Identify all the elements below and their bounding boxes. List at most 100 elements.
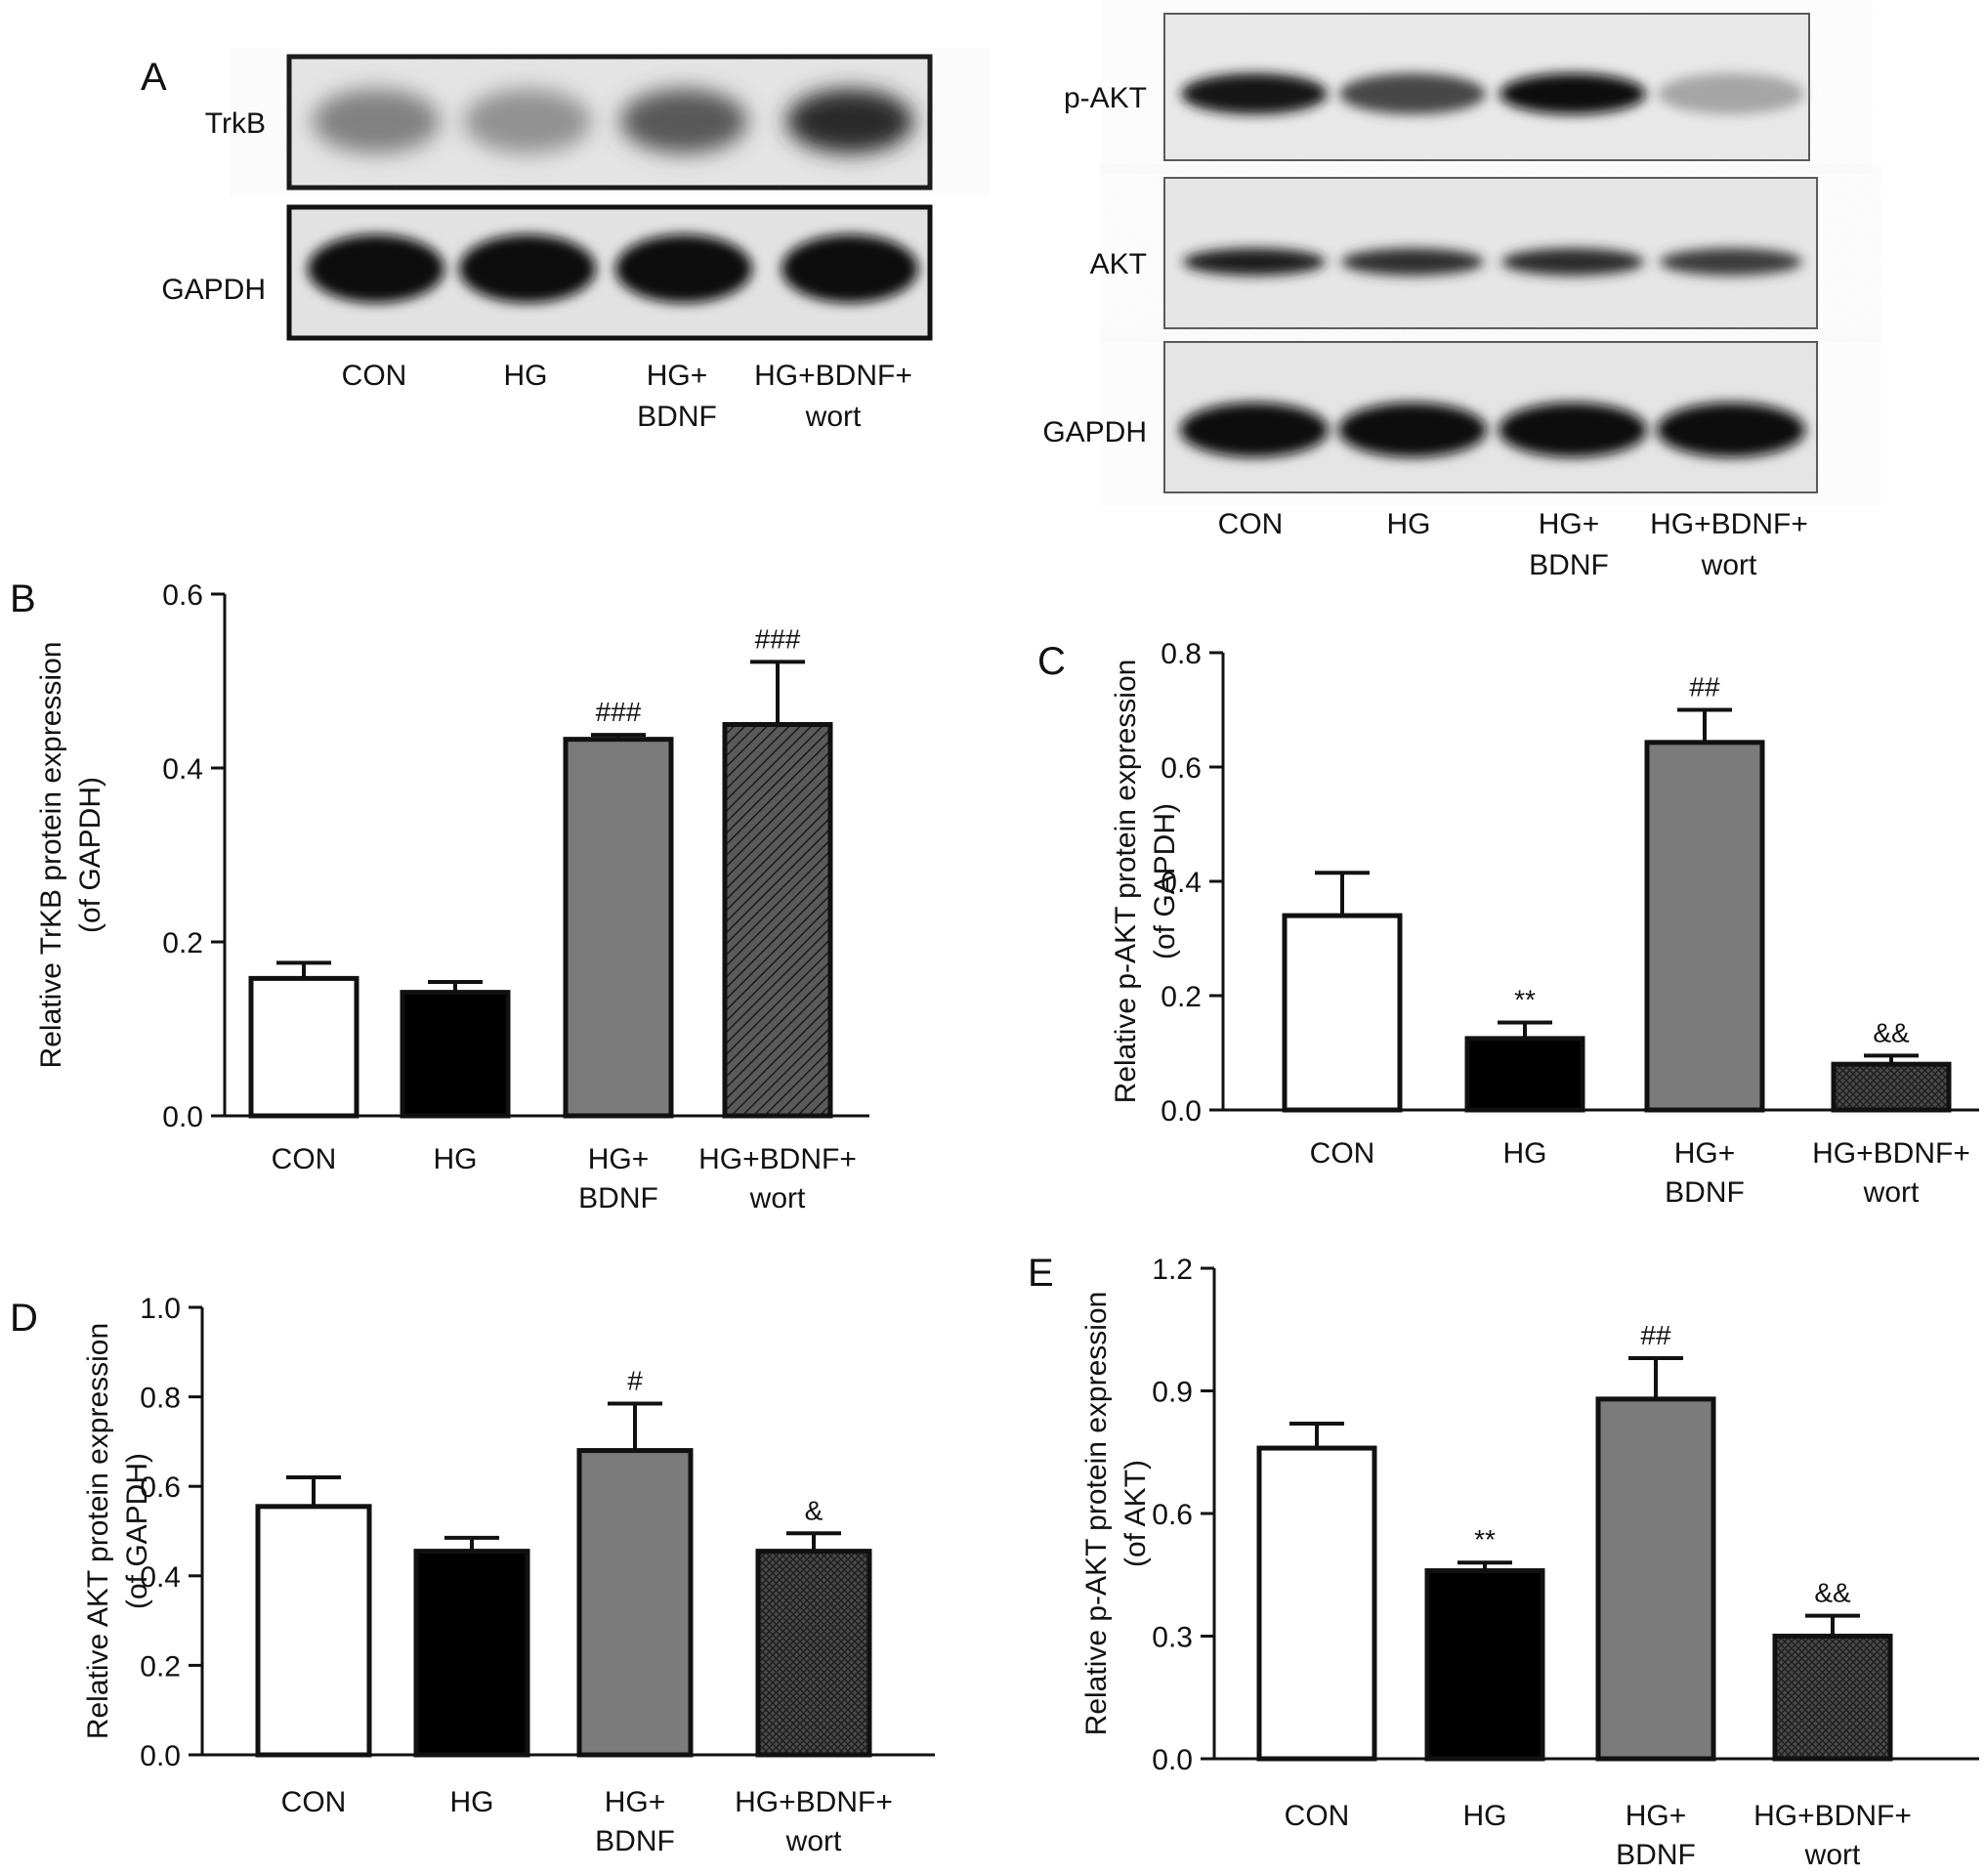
- chart-panel-c: 0.0 0.2 0.4 0.6 0.8 Relative p-AKT protein ex…: [1110, 638, 1979, 1209]
- chart-panel-d: 0.0 0.2 0.4 0.6 0.8 1.0 Relative AKT protein e…: [82, 1293, 935, 1857]
- blot-row-label-pakt: p-AKT: [1064, 82, 1147, 114]
- panel-label-b: B: [10, 577, 36, 620]
- blot-band: [1499, 73, 1646, 114]
- bar-con: [1282, 913, 1403, 1113]
- blot-band: [308, 234, 444, 303]
- bar-hg: [400, 990, 511, 1119]
- significance-annotation: ###: [755, 623, 801, 654]
- category-label: HG+BDNF+: [1753, 1800, 1912, 1832]
- category-label: HG: [1503, 1137, 1547, 1170]
- blot-row-label-trkb: TrkB: [205, 107, 266, 140]
- significance-annotation: **: [1474, 1524, 1496, 1555]
- band-row-akt: [1183, 248, 1802, 276]
- category-label: HG+: [1539, 508, 1600, 540]
- panel-label-e: E: [1028, 1252, 1054, 1295]
- blot-band: [1660, 248, 1802, 276]
- y-tick-label: 1.2: [1152, 1254, 1193, 1286]
- category-label: HG+: [1626, 1800, 1687, 1832]
- blot-band: [1657, 403, 1805, 457]
- y-tick-label: 0.9: [1152, 1377, 1193, 1409]
- y-axis-label: (of GAPDH): [74, 777, 106, 933]
- chart-panel-e: 0.0 0.3 0.6 0.9 1.2 Relative p-AKT protein ex…: [1080, 1254, 1979, 1871]
- category-label: HG: [450, 1786, 494, 1818]
- significance-annotation: ##: [1640, 1320, 1671, 1350]
- y-tick-label: 0.2: [140, 1650, 181, 1683]
- category-label: wort: [805, 401, 862, 433]
- bar-hg-bdnf: [576, 1448, 694, 1758]
- category-label: HG+: [1674, 1137, 1736, 1170]
- significance-annotation: &: [805, 1495, 824, 1525]
- y-tick-label: 0.3: [1152, 1622, 1193, 1654]
- blot-row-label-gapdh-right: GAPDH: [1042, 416, 1147, 448]
- y-tick-label: 0.0: [1152, 1744, 1193, 1776]
- blot-band: [786, 89, 913, 153]
- y-axis-label: Relative p-AKT protein expression: [1080, 1292, 1113, 1736]
- blot-band: [459, 234, 596, 303]
- bar-hg-bdnf-wort: [1831, 1061, 1952, 1113]
- y-tick-label: 0.6: [1161, 752, 1202, 785]
- y-axis-label: Relative AKT protein expression: [82, 1323, 114, 1739]
- category-label: BDNF: [578, 1182, 658, 1215]
- bar-hg-bdnf: [563, 737, 674, 1119]
- blot-band: [1341, 248, 1484, 276]
- bar-hg: [1424, 1568, 1545, 1762]
- y-tick-label: 0.6: [162, 579, 203, 612]
- category-label: BDNF: [595, 1825, 675, 1857]
- category-label: HG+: [588, 1143, 650, 1175]
- bar-con: [255, 1504, 372, 1758]
- y-tick-label: 0.4: [162, 753, 203, 786]
- blot-row-label-gapdh-left: GAPDH: [161, 274, 266, 306]
- category-label: HG+: [605, 1786, 666, 1818]
- y-tick-label: 0.0: [140, 1740, 181, 1772]
- category-label: HG+BDNF+: [735, 1786, 893, 1818]
- y-axis-label: (of AKT): [1119, 1460, 1152, 1567]
- category-label: HG+BDNF+: [754, 360, 912, 392]
- significance-annotation: #: [627, 1365, 643, 1395]
- bar-hg-bdnf-wort: [1772, 1634, 1893, 1762]
- significance-annotation: &&: [1873, 1017, 1910, 1047]
- blot-akt: p-AKT AKT GAPDH CON HG HG+ BDNF HG+BDNF+ wort: [1042, 13, 1818, 581]
- blot-trkb: TrkB GAPDH CON HG HG+ BDNF HG+BDNF+ wort: [161, 54, 933, 433]
- category-label: wort: [749, 1182, 806, 1215]
- bar-hg: [1464, 1036, 1585, 1113]
- category-label: HG: [1463, 1800, 1507, 1832]
- category-label: CON: [342, 360, 407, 392]
- category-label: CON: [1310, 1137, 1375, 1170]
- band-row-gapdh-left: [308, 234, 918, 303]
- panel-label-d: D: [10, 1297, 38, 1340]
- y-tick-label: 0.8: [140, 1383, 181, 1415]
- bar-hg: [413, 1549, 530, 1758]
- blot-row-label-akt: AKT: [1090, 248, 1147, 280]
- category-label: BDNF: [1665, 1176, 1745, 1209]
- category-label: CON: [1218, 508, 1284, 540]
- blot-band: [1501, 248, 1644, 276]
- blot-lane-labels-right: CON HG HG+ BDNF HG+BDNF+ wort: [1218, 508, 1808, 581]
- significance-annotation: ###: [596, 697, 642, 727]
- blot-band: [1658, 73, 1804, 114]
- blot-band: [1338, 403, 1487, 457]
- y-axis-label: (of GAPDH): [1149, 803, 1181, 959]
- y-axis-label: Relative TrKB protein expression: [35, 642, 67, 1069]
- band-row-pakt: [1181, 73, 1804, 114]
- category-label: HG: [434, 1143, 478, 1175]
- category-label: HG+BDNF+: [1812, 1137, 1970, 1170]
- category-label: wort: [1701, 549, 1757, 581]
- category-label: CON: [272, 1143, 337, 1175]
- blot-band: [313, 89, 440, 153]
- bar-hg-bdnf-wort: [755, 1549, 872, 1758]
- category-label: CON: [1285, 1800, 1350, 1832]
- category-label: wort: [785, 1825, 842, 1857]
- category-label: HG+BDNF+: [1650, 508, 1808, 540]
- y-axis-label: (of GAPDH): [121, 1453, 153, 1609]
- significance-annotation: &&: [1814, 1578, 1851, 1608]
- y-tick-label: 0.0: [162, 1101, 203, 1133]
- category-label: HG: [504, 360, 548, 392]
- panel-label-a: A: [141, 56, 167, 99]
- blot-band: [615, 234, 752, 303]
- bar-hg-bdnf-wort: [722, 722, 833, 1119]
- category-label: wort: [1863, 1176, 1920, 1209]
- blot-lane-labels-left: CON HG HG+ BDNF HG+BDNF+ wort: [342, 360, 912, 433]
- category-label: wort: [1804, 1839, 1861, 1871]
- bar-hg-bdnf: [1644, 740, 1765, 1113]
